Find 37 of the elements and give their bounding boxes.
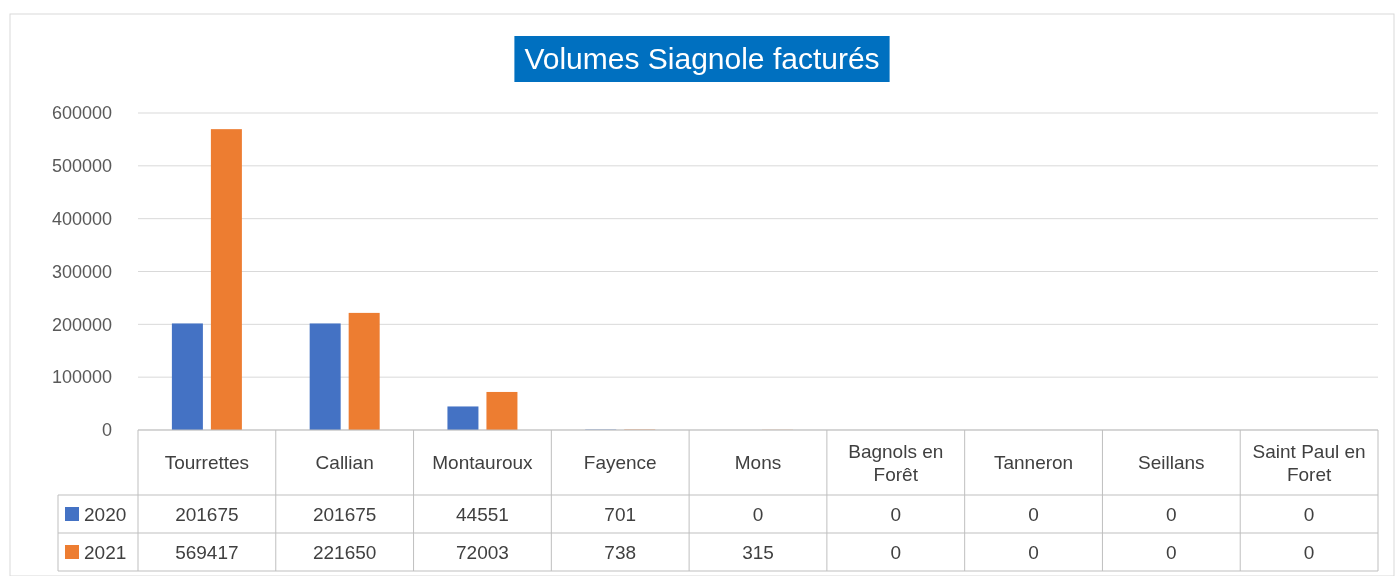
data-label: 201675 [175,503,239,525]
data-label: 0 [1166,541,1177,563]
x-tick-label: Fayence [583,452,657,474]
data-label: 738 [604,541,637,563]
legend-label: 2020 [84,503,127,525]
x-tick-label: Saint Paul en Foret [1252,440,1366,485]
data-label: 0 [1028,503,1039,525]
chart-title: Volumes Siagnole facturés [524,42,880,75]
y-tick-label: 500000 [51,156,112,177]
x-tick-label: Bagnols en Forêt [848,440,944,485]
data-label: 0 [1166,503,1177,525]
data-label: 72003 [456,541,509,563]
data-label: 0 [752,503,764,525]
y-tick-label: 100000 [51,367,112,388]
y-tick-label: 200000 [51,314,112,335]
x-tick-label: Mons [734,452,782,474]
data-label: 201675 [312,503,377,525]
data-label: 44551 [456,503,509,525]
data-label: 701 [604,503,637,525]
x-tick-label: Seillans [1138,452,1205,474]
y-tick-label: 400000 [51,208,112,229]
data-label: 315 [742,541,774,563]
data-label: 0 [890,541,902,563]
x-tick-label: Tourrettes [164,452,250,474]
data-label: 221650 [312,541,377,563]
y-tick-label: 300000 [51,261,112,282]
x-tick-label: Tanneron [993,452,1074,474]
data-label: 569417 [175,541,239,563]
y-tick-label: 600000 [51,103,112,124]
data-label: 0 [1028,541,1039,563]
x-tick-label: Montauroux [432,452,534,474]
data-label: 0 [890,503,902,525]
legend-label: 2021 [84,541,127,563]
x-tick-label: Callian [315,452,374,474]
y-tick-label: 0 [101,420,112,441]
data-label: 0 [1303,541,1315,563]
data-label: 0 [1303,503,1315,525]
